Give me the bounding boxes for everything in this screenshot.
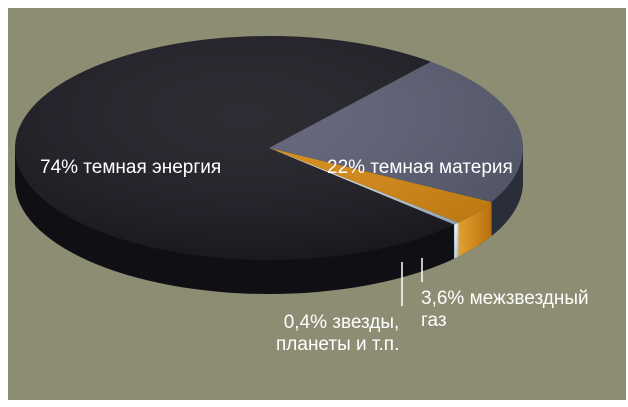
slice-label-line: 3,6% межзвездный [421,288,589,309]
slice-label-stars-planets: 0,4% звезды, планеты и т.п. [276,312,399,356]
slice-label-interstellar-gas: 3,6% межзвездный газ [421,288,589,332]
pie-slice-side-2 [458,201,492,257]
slice-label-line: 0,4% звезды, [283,312,400,333]
slice-label-dark-energy: 74% темная энергия [40,157,222,178]
slice-label-dark-matter: 22% темная материя [327,157,513,178]
slice-label-line: планеты и т.п. [276,334,400,355]
pie-top-sheen [15,36,523,260]
pie-top-layer [14,35,523,260]
slice-label-line: газ [421,310,447,331]
pie-slice-side-1 [491,148,523,236]
leader-lines [401,258,423,306]
pie-slice-side-3 [454,222,459,259]
